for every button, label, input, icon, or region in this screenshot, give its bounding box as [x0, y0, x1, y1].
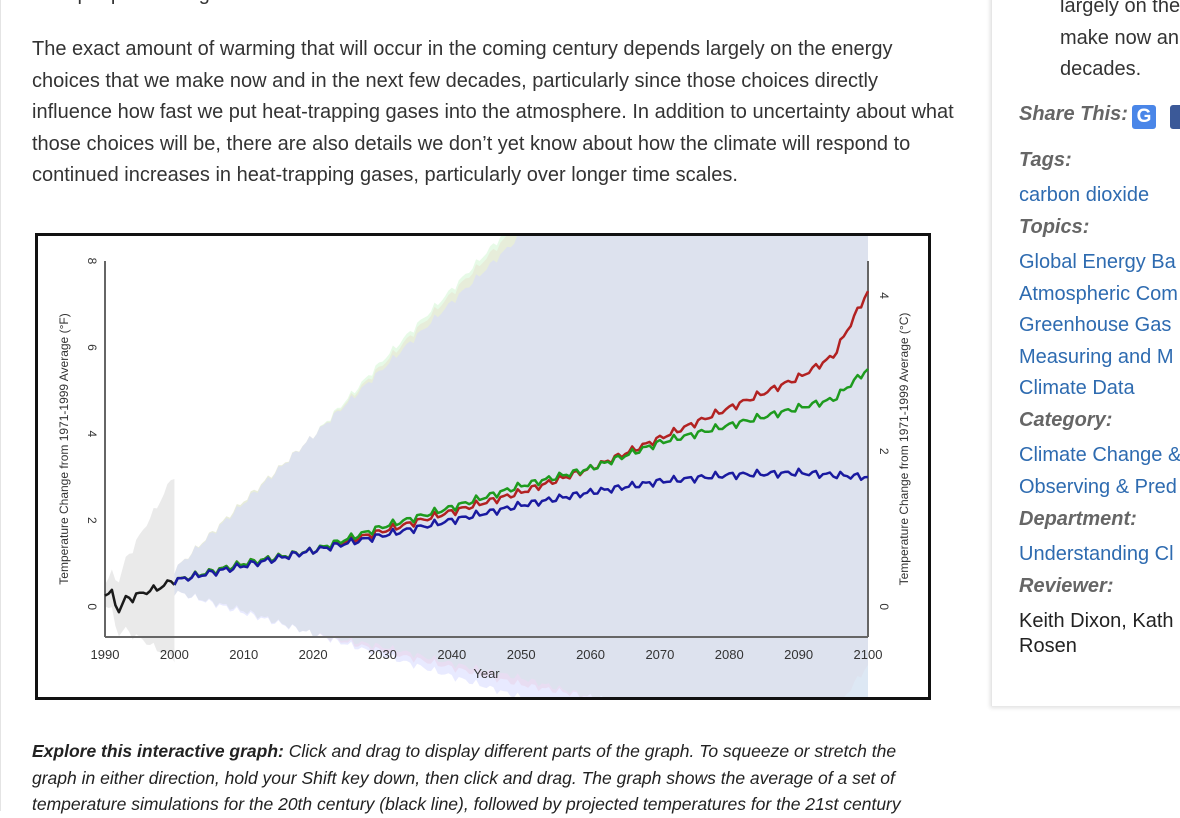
x-tick-label: 2010 [229, 647, 258, 662]
y-tick-label: 6 [85, 344, 99, 351]
sidebar-quote-line: decades. [1060, 58, 1142, 81]
x-tick-label: 2060 [576, 647, 605, 662]
interactive-temperature-graph[interactable]: 1990 2000 2010 2020 2030 2040 2050 2060 2070 2080… [35, 233, 931, 700]
y-tick-label: 2 [85, 517, 99, 524]
y-tick-label: 8 [85, 258, 99, 265]
article-paragraph: The exact amount of warming that will oc… [32, 38, 954, 187]
x-tick-label: 2030 [368, 647, 397, 662]
x-tick-label: 2000 [160, 647, 189, 662]
topic-link[interactable]: Measuring and M [1019, 346, 1174, 368]
y-tick-label-right: 2 [877, 448, 891, 455]
caption-lead: Explore this interactive graph: [32, 741, 284, 761]
category-label: Category: [1019, 409, 1113, 431]
x-tick-label: 2050 [507, 647, 536, 662]
y-tick-label: 0 [85, 603, 99, 610]
article-main: from people burning coal and other fossi… [0, 0, 962, 814]
chart-svg[interactable]: 1990 2000 2010 2020 2030 2040 2050 2060 2070 2080… [38, 236, 928, 697]
x-tick-label: 2070 [645, 647, 674, 662]
topic-link[interactable]: Global Energy Ba [1019, 251, 1176, 273]
facebook-icon[interactable] [1170, 105, 1180, 129]
share-label: Share This: [1019, 103, 1128, 125]
google-icon[interactable]: G [1132, 105, 1156, 129]
y-axis-title-left: Temperature Change from 1971-1999 Averag… [57, 313, 71, 584]
y-axis-title-right: Temperature Change from 1971-1999 Averag… [897, 313, 911, 586]
sidebar-quote: largely on the make now an decades. [1060, 0, 1180, 86]
x-tick-label: 2020 [299, 647, 328, 662]
tag-link[interactable]: carbon dioxide [1019, 184, 1150, 206]
caption-text: Click and drag to display different part… [32, 741, 901, 814]
tags-label: Tags: [1019, 149, 1072, 171]
topic-link[interactable]: Greenhouse Gas [1019, 314, 1172, 336]
x-tick-label: 2040 [437, 647, 466, 662]
y-tick-label: 4 [85, 431, 99, 438]
article-paragraph-top: from people burning coal and other fossi… [32, 0, 962, 11]
topic-link[interactable]: Atmospheric Com [1019, 283, 1178, 305]
reviewer-label: Reviewer: [1019, 575, 1114, 597]
x-tick-label: 2090 [784, 647, 813, 662]
x-tick-label: 2100 [854, 647, 883, 662]
reviewer-names: Keith Dixon, Kath Rosen [1019, 610, 1174, 657]
series-line [104, 579, 176, 614]
topic-link[interactable]: Climate Data [1019, 377, 1135, 399]
y-tick-label-right: 4 [877, 292, 891, 299]
sidebar-quote-line: largely on the [1060, 0, 1180, 17]
category-link[interactable]: Climate Change & [1019, 444, 1180, 466]
x-tick-label: 1990 [91, 647, 120, 662]
graph-caption: Explore this interactive graph: Click an… [32, 738, 932, 818]
series-uncertainty-band [105, 479, 175, 663]
department-link[interactable]: Understanding Cl [1019, 543, 1174, 565]
series-uncertainty-band [174, 236, 868, 697]
x-axis-title: Year [473, 666, 500, 681]
department-label: Department: [1019, 508, 1137, 530]
series-line [173, 467, 869, 586]
y-tick-label-right: 0 [877, 603, 891, 610]
sidebar-quote-line: make now an [1060, 26, 1179, 49]
x-tick-label: 2080 [715, 647, 744, 662]
category-link[interactable]: Observing & Pred [1019, 476, 1177, 498]
topics-label: Topics: [1019, 216, 1090, 238]
